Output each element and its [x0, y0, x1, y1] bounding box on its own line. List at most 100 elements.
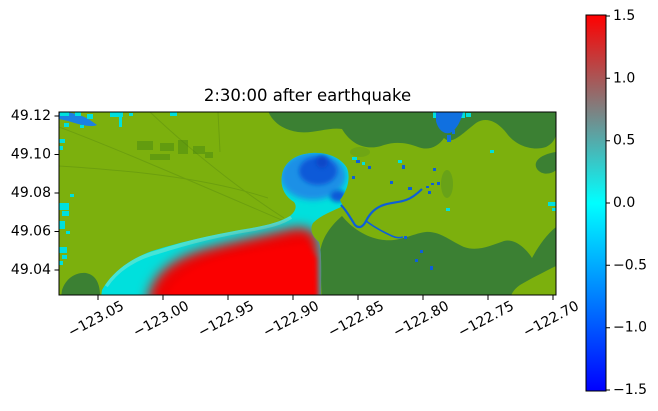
x-tick-label-0: −123.05 — [66, 298, 127, 341]
water-dot — [408, 187, 412, 190]
x-tick-labels: −123.05 −123.00 −122.95 −122.90 −122.85 … — [66, 298, 582, 341]
cyan-patch — [59, 203, 69, 210]
field-block — [160, 143, 174, 151]
colorbar: 1.5 1.0 0.5 0.0 −0.5 −1.0 −1.5 — [585, 8, 647, 398]
river-branch — [365, 220, 404, 239]
northeast-pond — [436, 112, 463, 142]
colorbar-tick-label-4: −0.5 — [613, 257, 647, 273]
farm-field-blocks — [137, 140, 213, 160]
cyan-patch — [87, 114, 93, 119]
colorbar-gradient — [585, 14, 607, 392]
cyan-patch — [466, 113, 471, 117]
field-block — [137, 141, 153, 150]
water-dot — [428, 191, 431, 194]
cyan-patch — [110, 112, 123, 117]
cyan-patch — [59, 221, 65, 229]
cyan-patch — [59, 146, 63, 150]
cyan-patch — [446, 208, 450, 211]
y-tick-labels: 49.12 49.10 49.08 49.06 49.04 — [11, 108, 51, 278]
cyan-patch — [66, 231, 70, 234]
y-tick-label-3: 49.06 — [11, 224, 51, 240]
cyan-patch — [75, 112, 81, 116]
cyan-patch — [129, 113, 133, 116]
colorbar-tick-label-2: 0.5 — [613, 133, 635, 149]
x-axis-ticks — [97, 295, 554, 300]
terrain-smudge — [441, 170, 453, 198]
pond-dot — [452, 130, 455, 134]
x-tick-label-7: −122.70 — [521, 298, 582, 341]
cyan-patch — [352, 157, 357, 160]
road — [149, 112, 285, 219]
colorbar-tick-label-6: −1.5 — [613, 382, 647, 398]
cyan-patch — [552, 208, 556, 211]
water-dot — [426, 186, 429, 188]
cyan-patch — [490, 150, 494, 153]
x-tick-label-1: −123.00 — [131, 298, 192, 341]
colorbar-tick-label-1: 1.0 — [613, 70, 635, 86]
cyan-patch — [170, 112, 177, 116]
y-axis-ticks — [54, 115, 59, 271]
highland-regions — [61, 112, 556, 295]
road — [59, 126, 285, 222]
blue-water-dots — [352, 160, 440, 270]
water-dot — [420, 250, 423, 253]
y-tick-label-1: 49.10 — [11, 147, 51, 163]
field-block — [193, 146, 205, 154]
colorbar-tick-label-3: 0.0 — [613, 195, 635, 211]
colorbar-tick-label-0: 1.5 — [613, 8, 635, 24]
cyan-patch — [80, 125, 84, 128]
water-dot — [415, 259, 418, 262]
x-tick-label-2: −122.95 — [196, 298, 257, 341]
terrain-smudge — [350, 147, 370, 157]
colorbar-tick-labels: 1.5 1.0 0.5 0.0 −0.5 −1.0 −1.5 — [613, 8, 647, 398]
water-dot — [430, 266, 433, 270]
field-block — [150, 154, 170, 160]
wave-crest-red-core — [166, 244, 317, 295]
cyan-patch — [60, 112, 69, 116]
plot-title: 2:30:00 after earthquake — [204, 86, 411, 105]
cyan-patch — [62, 211, 69, 216]
cyan-patch — [59, 261, 63, 265]
cyan-patch — [70, 194, 74, 197]
x-tick-label-6: −122.75 — [456, 298, 517, 341]
river-main — [340, 188, 423, 229]
water-dot — [431, 183, 434, 185]
highland-east-knob — [535, 152, 556, 174]
pond-tail — [447, 135, 451, 142]
pond-shape — [436, 112, 463, 134]
y-tick-label-4: 49.04 — [11, 262, 51, 278]
water-dot — [437, 182, 440, 185]
road — [217, 112, 221, 153]
cyan-patch — [548, 202, 556, 206]
water-dot — [433, 168, 436, 171]
plot-border — [58, 111, 557, 296]
road — [59, 165, 269, 199]
x-tick-label-3: −122.90 — [261, 298, 322, 341]
colorbar-tick-label-5: −1.0 — [613, 320, 647, 336]
x-tick-label-4: −122.85 — [326, 298, 387, 341]
colorbar-ticks — [606, 15, 610, 391]
highland-southwest-knoll — [61, 272, 100, 295]
water-dot — [352, 176, 355, 179]
cyan-patch — [59, 247, 67, 253]
x-tick-label-5: −122.80 — [391, 298, 452, 341]
map-plot-area — [59, 112, 556, 295]
water-dot — [390, 181, 393, 184]
cyan-patch — [64, 123, 69, 127]
serpentine-river — [340, 188, 423, 239]
road-lines — [59, 112, 285, 222]
shallow-flats-fringe — [104, 215, 293, 288]
water-dot — [356, 160, 360, 163]
highland-southeast — [320, 216, 556, 295]
water-dot — [368, 166, 371, 169]
cyan-patch — [398, 160, 402, 163]
cyan-patch — [59, 139, 65, 143]
field-block — [205, 152, 213, 158]
cyan-patch — [119, 112, 122, 127]
field-block — [178, 140, 188, 154]
cyan-patch — [362, 162, 365, 165]
inner-bay-deepest — [316, 156, 328, 168]
y-tick-label-0: 49.12 — [11, 108, 51, 124]
